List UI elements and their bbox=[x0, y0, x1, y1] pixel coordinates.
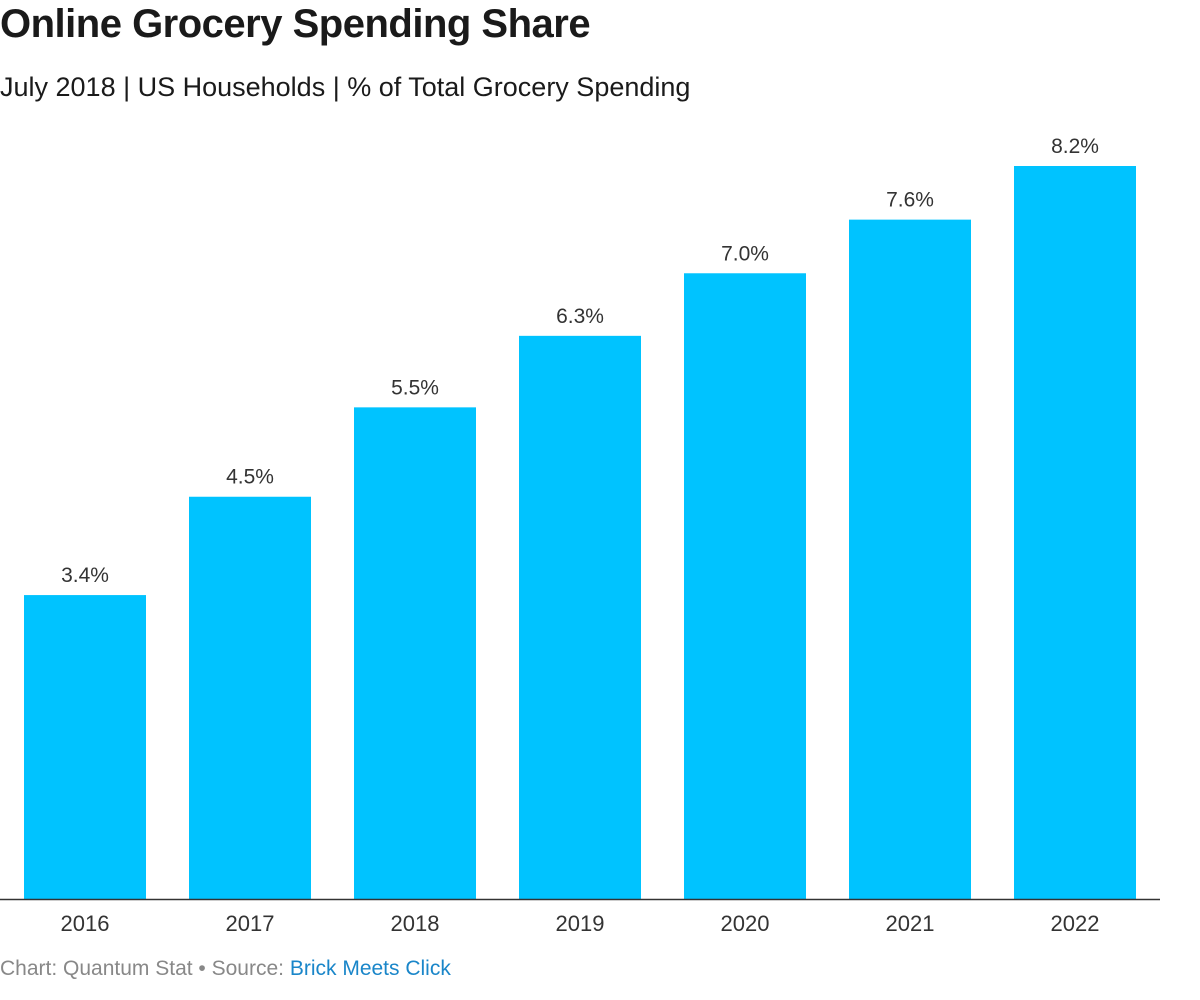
data-label-2021: 7.6% bbox=[886, 189, 934, 212]
x-tick-label-2022: 2022 bbox=[1051, 911, 1100, 936]
bar-2021 bbox=[849, 219, 971, 899]
x-tick-label-2019: 2019 bbox=[556, 911, 605, 936]
bars-layer bbox=[24, 166, 1136, 900]
x-tick-labels-layer: 2016 2017 2018 2019 2020 2021 2022 bbox=[61, 911, 1100, 936]
chart-title: Online Grocery Spending Share bbox=[0, 2, 591, 46]
bar-2020 bbox=[684, 273, 806, 899]
chart-footer: Chart: Quantum Stat • Source: Brick Meet… bbox=[0, 957, 451, 981]
bar-2019 bbox=[519, 335, 641, 900]
data-labels-layer: 3.4% 4.5% 5.5% 6.3% 7.0% 7.6% 8.2% bbox=[61, 135, 1099, 587]
x-tick-label-2018: 2018 bbox=[391, 911, 440, 936]
footer-credit: Chart: Quantum Stat • Source: bbox=[0, 957, 290, 980]
bar-2017 bbox=[189, 496, 311, 899]
chart-subtitle: July 2018 | US Households | % of Total G… bbox=[0, 72, 691, 102]
data-label-2018: 5.5% bbox=[391, 376, 439, 399]
data-label-2019: 6.3% bbox=[556, 305, 604, 328]
data-label-2022: 8.2% bbox=[1051, 135, 1099, 158]
x-tick-label-2017: 2017 bbox=[226, 911, 275, 936]
source-link[interactable]: Brick Meets Click bbox=[289, 957, 451, 980]
x-tick-label-2016: 2016 bbox=[61, 911, 110, 936]
bar-2022 bbox=[1014, 166, 1136, 899]
bar-chart: 3.4%4.5%5.5%6.3%7.0%7.6%8.2% 2016 2017 201… bbox=[0, 135, 1160, 936]
data-label-2017: 4.5% bbox=[226, 466, 274, 489]
x-tick-label-2020: 2020 bbox=[721, 911, 770, 936]
bar-2018 bbox=[354, 407, 476, 899]
data-label-2020: 7.0% bbox=[721, 242, 769, 265]
bar-2016 bbox=[24, 595, 146, 899]
x-tick-label-2021: 2021 bbox=[886, 911, 935, 936]
data-label-2016: 3.4% bbox=[61, 564, 109, 587]
